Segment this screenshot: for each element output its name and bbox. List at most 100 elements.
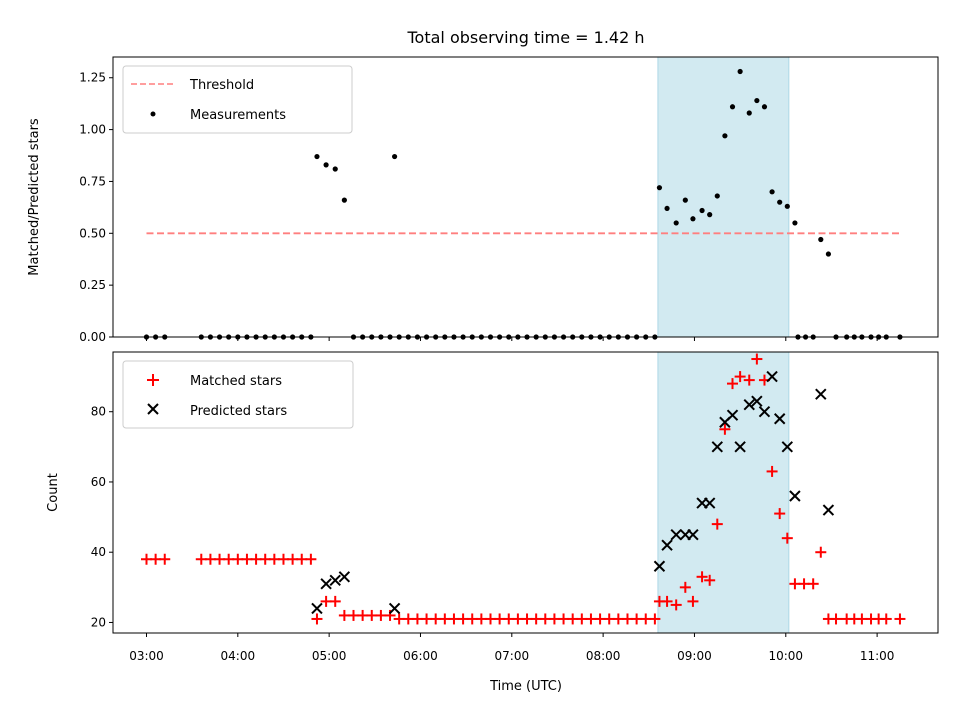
measurement-point (682, 197, 688, 203)
matched-star-point (687, 595, 699, 607)
matched-star-point (830, 613, 842, 625)
measurement-point (341, 197, 347, 203)
measurement-point (792, 220, 798, 226)
measurement-point (707, 212, 713, 218)
predicted-star-point (758, 406, 771, 418)
bottom-y-axis-label: Count (46, 473, 61, 512)
matched-star-point (311, 613, 323, 625)
x-tick-label: 11:00 (860, 649, 895, 663)
measurement-point (761, 104, 768, 110)
y-tick-label: 80 (91, 405, 106, 419)
observing-window-span (657, 56, 790, 338)
predicted-star-point (751, 395, 763, 407)
y-tick-label: 40 (91, 545, 106, 559)
legend-predicted-swatch (147, 403, 159, 415)
predicted-star-point (687, 528, 699, 541)
predicted-star-point (653, 560, 666, 572)
matched-star-point (774, 508, 786, 520)
bottom-axes-frame (112, 351, 939, 634)
x-tick-label: 08:00 (586, 649, 621, 663)
measurement-point (332, 166, 338, 172)
bottom-y-ticks: 20 40 60 80 (91, 405, 113, 629)
matched-star-point (305, 553, 317, 565)
matched-star-point (894, 613, 906, 625)
matched-star-point (781, 532, 793, 544)
measurement-point (323, 162, 329, 168)
predicted-star-point (789, 490, 801, 502)
predicted-star-point (338, 571, 351, 583)
measurement-point (314, 153, 320, 160)
legend-matched-label: Matched stars (190, 374, 282, 389)
predicted-stars-points (311, 370, 835, 615)
matched-star-point (159, 553, 171, 565)
measurement-point (722, 133, 728, 139)
bottom-panel: 20 40 60 80 03:00 04:00 05:00 06:00 07:00 08:00 0… (46, 351, 939, 694)
matched-star-point (696, 571, 708, 583)
predicted-star-point (711, 441, 723, 453)
predicted-star-point (670, 528, 682, 541)
predicted-star-point (773, 413, 786, 425)
measurement-point (737, 68, 743, 75)
predicted-star-point (661, 539, 673, 551)
top-legend-box (122, 65, 353, 134)
top-legend: Threshold Measurements (122, 65, 353, 134)
predicted-star-point (726, 409, 739, 421)
y-tick-label: 0.00 (79, 330, 106, 344)
predicted-star-point (822, 504, 835, 516)
x-tick-label: 04:00 (221, 649, 256, 663)
matched-star-point (751, 353, 763, 365)
y-tick-label: 1.00 (79, 123, 106, 137)
measurement-point (729, 104, 736, 110)
y-tick-label: 20 (91, 615, 106, 629)
matched-star-point (807, 578, 819, 590)
y-tick-label: 60 (91, 475, 106, 489)
bottom-x-ticks: 03:00 04:00 05:00 06:00 07:00 08:00 09:00 10:00… (129, 633, 894, 663)
matched-star-point (815, 546, 827, 558)
chart-title: Total observing time = 1.42 h (406, 28, 644, 47)
measurement-point (699, 207, 705, 214)
measurement-point (746, 110, 752, 116)
top-x-ticks (145, 337, 878, 341)
matched-star-point (719, 423, 731, 435)
top-y-axis-label: Matched/Predicted stars (27, 118, 42, 276)
top-y-ticks: 0.00 0.25 0.50 0.75 1.00 1.25 (79, 71, 113, 344)
measurement-point (664, 205, 670, 212)
matched-star-point (734, 371, 746, 383)
y-tick-label: 0.50 (79, 226, 106, 240)
x-tick-label: 09:00 (677, 649, 712, 663)
predicted-star-point (388, 602, 401, 615)
predicted-star-point (815, 388, 827, 400)
x-tick-label: 07:00 (495, 649, 530, 663)
matched-star-point (880, 613, 892, 625)
predicted-star-point (734, 441, 746, 453)
measurement-point (754, 97, 760, 104)
predicted-star-point (781, 441, 794, 453)
predicted-star-point (320, 578, 332, 590)
matched-star-point (711, 518, 723, 530)
measurement-point (777, 199, 783, 205)
matched-stars-points (140, 353, 906, 625)
measurement-point (818, 236, 824, 243)
y-tick-label: 1.25 (79, 71, 106, 85)
legend-predicted-label: Predicted stars (190, 404, 287, 419)
y-tick-label: 0.75 (79, 174, 106, 188)
matched-star-point (661, 595, 673, 607)
matched-star-point (649, 613, 661, 625)
predicted-star-point (743, 398, 755, 411)
measurement-point (714, 193, 720, 199)
x-tick-label: 05:00 (312, 649, 347, 663)
measurement-point (784, 203, 790, 209)
measurement-point (391, 153, 398, 160)
top-axes-frame (112, 56, 939, 338)
x-tick-label: 06:00 (403, 649, 438, 663)
matched-star-point (670, 599, 682, 611)
y-tick-label: 0.25 (79, 278, 106, 292)
predicted-star-point (703, 497, 716, 509)
measurement-point (769, 189, 775, 195)
predicted-star-point (311, 602, 323, 615)
measurement-point (673, 220, 679, 226)
x-tick-label: 03:00 (129, 649, 164, 663)
matched-star-point (727, 378, 739, 390)
bottom-legend-box (122, 360, 354, 429)
